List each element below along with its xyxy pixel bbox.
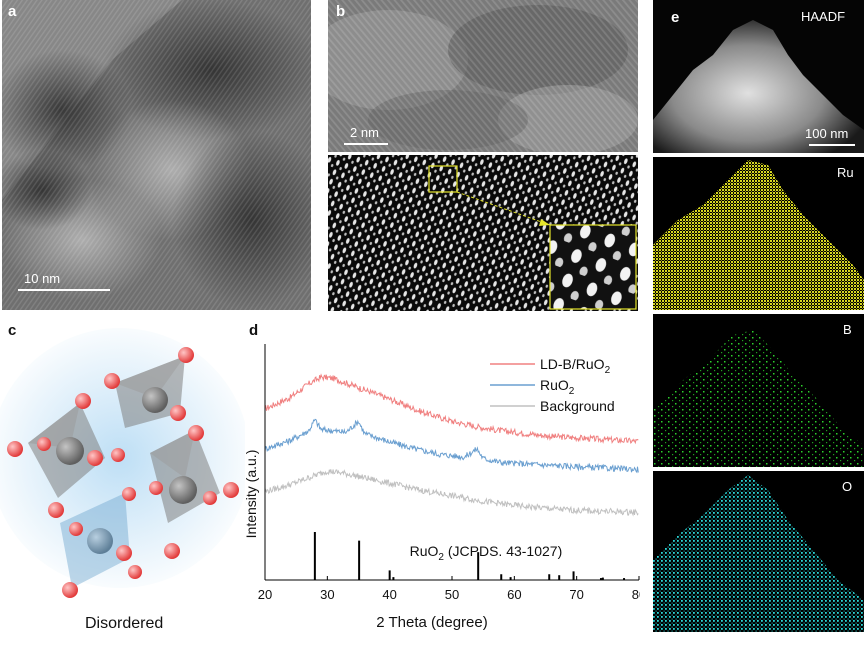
x-tick-label: 80	[632, 587, 640, 602]
panel-label-e: e	[671, 9, 680, 26]
map-label-haadf: HAADF	[801, 9, 846, 24]
panel-label-d: d	[249, 322, 259, 339]
map-label-b: B	[843, 322, 852, 337]
scale-bar-b	[344, 143, 388, 145]
scale-label-b: 2 nm	[350, 125, 379, 140]
x-tick-label: 50	[445, 587, 459, 602]
disordered-structure-schematic	[0, 328, 245, 598]
structure-caption: Disordered	[85, 615, 164, 632]
eds-maps	[653, 0, 864, 632]
xrd-chart: RuO2 (JCPDS. 43-1027) 20 30 40 50 60 70 80 2 Th…	[243, 344, 640, 631]
reference-label: RuO2 (JCPDS. 43-1027)	[410, 543, 563, 563]
x-tick-label: 60	[507, 587, 521, 602]
panel-b-hrtem: b 2 nm	[328, 0, 638, 152]
series-line-0	[264, 373, 639, 445]
x-tick-label: 20	[258, 587, 272, 602]
zoom-arrow-line	[456, 191, 551, 226]
hrtem-image-b	[328, 0, 638, 152]
x-tick-label: 30	[320, 587, 334, 602]
x-tick-label: 40	[382, 587, 396, 602]
legend-label-1: RuO2	[540, 377, 575, 397]
zoom-source-box	[428, 165, 458, 193]
x-tick-label: 70	[569, 587, 583, 602]
scale-label-e: 100 nm	[805, 126, 849, 141]
panel-b-filtered	[328, 155, 638, 311]
watermark: ©大数据	[6, 619, 59, 635]
panel-label-a: a	[8, 3, 17, 20]
scale-bar-a	[18, 289, 110, 291]
panel-label-c: c	[8, 322, 17, 339]
x-axis-title: 2 Theta (degree)	[376, 614, 487, 631]
filtered-lattice-image	[328, 155, 638, 311]
y-axis-title: Intensity (a.u.)	[243, 450, 259, 539]
panel-label-b: b	[336, 3, 346, 20]
scale-label-a: 10 nm	[24, 271, 61, 286]
legend-label-2: Background	[540, 398, 615, 414]
map-label-ru: Ru	[837, 165, 854, 180]
series-line-1	[264, 418, 639, 474]
series-line-2	[264, 469, 639, 517]
legend-label-0: LD-B/RuO2	[540, 356, 611, 376]
zoom-inset	[549, 224, 637, 310]
scale-bar-e	[809, 144, 855, 146]
map-label-o: O	[842, 479, 853, 494]
zoom-arrow-head	[539, 219, 550, 226]
panel-a-tem-image: a 10 nm	[2, 0, 311, 310]
panel-e-eds: e HAADF 100 nm Ru B O	[653, 0, 864, 632]
tem-image-a	[2, 0, 311, 310]
panel-c-structure: c Disordered	[0, 318, 245, 645]
